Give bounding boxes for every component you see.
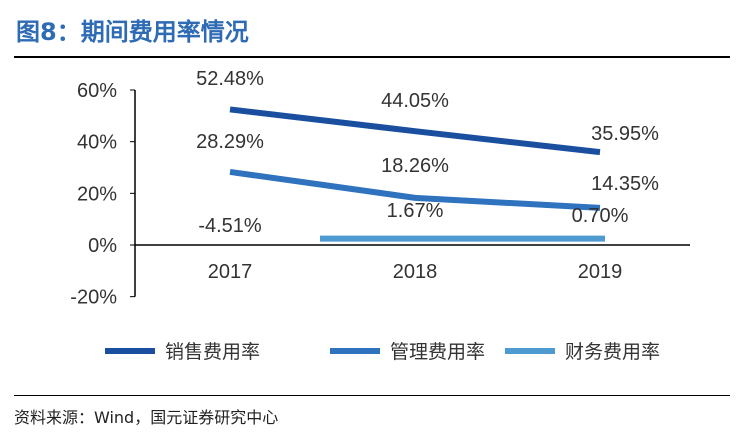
data-label: 52.48% bbox=[196, 68, 264, 90]
data-label: 35.95% bbox=[591, 123, 659, 145]
y-tick-label: 0% bbox=[88, 235, 117, 257]
legend-label: 财务费用率 bbox=[565, 341, 660, 363]
data-label: 14.35% bbox=[591, 173, 659, 195]
figure-title: 图8：期间费用率情况 bbox=[16, 18, 249, 46]
legend-label: 销售费用率 bbox=[165, 341, 260, 363]
y-tick-label: 40% bbox=[77, 132, 117, 154]
series-line-1 bbox=[229, 106, 601, 156]
data-label: 0.70% bbox=[572, 205, 629, 227]
bottom-rule bbox=[14, 395, 730, 396]
y-tick-label: 20% bbox=[77, 183, 117, 205]
x-tick-label: 2017 bbox=[208, 261, 253, 283]
top-rule bbox=[14, 56, 730, 58]
data-label: 1.67% bbox=[387, 200, 444, 222]
source-note: 资料来源：Wind，国元证券研究中心 bbox=[14, 408, 279, 427]
data-label: 44.05% bbox=[381, 90, 449, 112]
x-tick-label: 2018 bbox=[393, 261, 438, 283]
data-label: 18.26% bbox=[381, 155, 449, 177]
y-tick-label: 60% bbox=[77, 80, 117, 102]
legend-label: 管理费用率 bbox=[390, 341, 485, 363]
data-label: 28.29% bbox=[196, 131, 264, 153]
y-tick-label: -20% bbox=[70, 287, 117, 309]
series-line-2 bbox=[229, 168, 601, 211]
x-tick-label: 2019 bbox=[578, 261, 623, 283]
data-label: -4.51% bbox=[198, 215, 262, 237]
